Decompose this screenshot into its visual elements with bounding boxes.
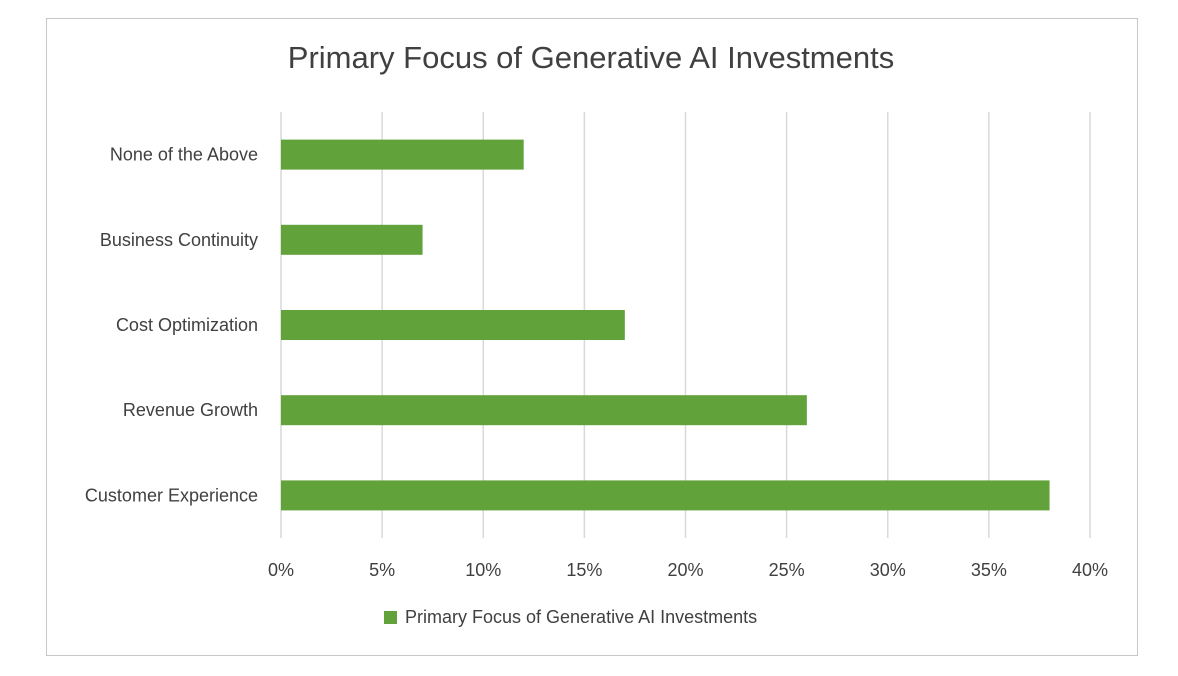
chart-title: Primary Focus of Generative AI Investmen… (287, 40, 895, 75)
legend-swatch (384, 611, 397, 624)
legend: Primary Focus of Generative AI Investmen… (384, 607, 757, 628)
category-labels: None of the Above Business Continuity Cost… (85, 145, 258, 506)
x-tick-label: 25% (769, 560, 805, 580)
bar-business-continuity (281, 224, 423, 255)
bars (281, 139, 1050, 511)
bar-revenue-growth (281, 395, 807, 426)
category-label: Business Continuity (100, 230, 258, 250)
category-label: None of the Above (110, 145, 258, 165)
x-tick-label: 15% (566, 560, 602, 580)
x-tick-label: 35% (971, 560, 1007, 580)
bar-none-of-the-above (281, 139, 524, 170)
x-tick-label: 5% (369, 560, 395, 580)
category-label: Cost Optimization (116, 315, 258, 335)
x-tick-label: 0% (268, 560, 294, 580)
category-label: Revenue Growth (123, 400, 258, 420)
category-label: Customer Experience (85, 485, 258, 505)
legend-label: Primary Focus of Generative AI Investmen… (405, 607, 758, 627)
bar-cost-optimization (281, 310, 625, 340)
x-tick-label: 30% (870, 560, 906, 580)
x-tick-label: 20% (667, 560, 703, 580)
bar-customer-experience (281, 480, 1050, 511)
x-tick-labels: 0% 5% 10% 15% 20% 25% 30% 35% 40% (268, 560, 1108, 580)
x-tick-label: 40% (1072, 560, 1108, 580)
x-tick-label: 10% (465, 560, 501, 580)
